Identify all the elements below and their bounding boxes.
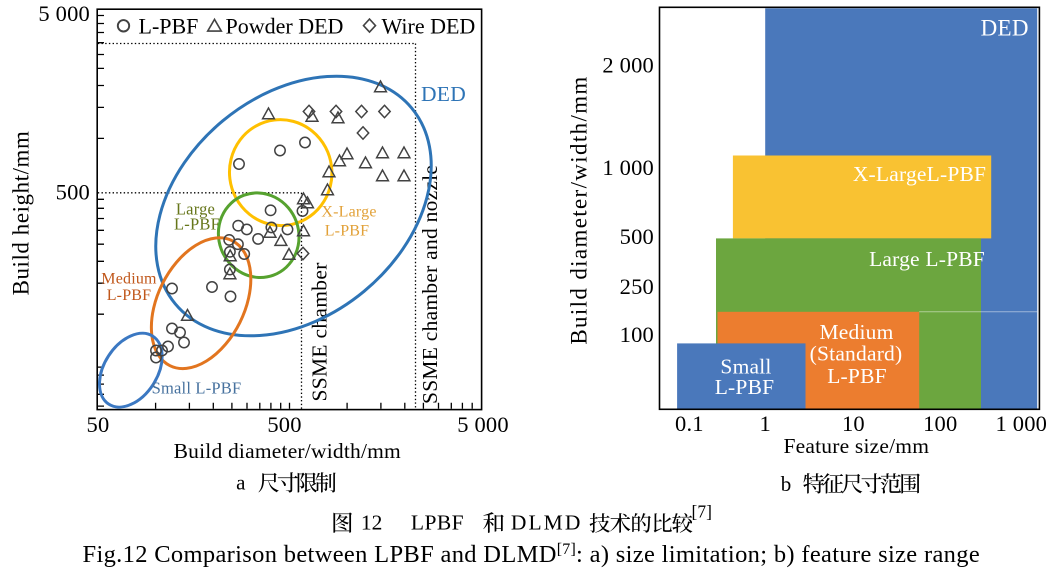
- svg-text:1 000: 1 000: [602, 155, 654, 180]
- svg-text:Small: Small: [720, 355, 771, 379]
- svg-text:Build height/mm: Build height/mm: [9, 131, 34, 296]
- svg-text:100: 100: [620, 322, 654, 347]
- svg-text:1 000: 1 000: [995, 411, 1047, 436]
- svg-text:SSME chamber and nozzle: SSME chamber and nozzle: [418, 165, 442, 404]
- svg-text:Build diameter/width/mm: Build diameter/width/mm: [174, 439, 401, 463]
- svg-text:X-Large: X-Large: [321, 204, 376, 221]
- svg-text:5 000: 5 000: [457, 412, 509, 437]
- svg-text:10: 10: [842, 411, 865, 436]
- svg-text:Feature size/mm: Feature size/mm: [783, 434, 929, 458]
- svg-text:500: 500: [620, 224, 654, 249]
- svg-text:1: 1: [759, 411, 770, 436]
- svg-text:a: a: [236, 471, 246, 495]
- svg-text:2 000: 2 000: [602, 52, 654, 77]
- svg-text:(Standard): (Standard): [810, 342, 903, 366]
- svg-text:Large L-PBF: Large L-PBF: [869, 247, 985, 271]
- svg-text:L-PBF: L-PBF: [827, 364, 887, 388]
- svg-text:500: 500: [56, 180, 90, 205]
- svg-text:L-PBF: L-PBF: [325, 223, 370, 240]
- svg-text:500: 500: [267, 412, 301, 437]
- svg-text:Medium: Medium: [101, 271, 157, 288]
- svg-text:L-PBF: L-PBF: [107, 287, 152, 304]
- svg-text:50: 50: [87, 412, 110, 437]
- svg-text:SSME chamber: SSME chamber: [308, 262, 332, 401]
- svg-text:LPBF: LPBF: [411, 511, 464, 535]
- svg-text:Medium: Medium: [819, 320, 893, 344]
- svg-text:DED: DED: [421, 82, 466, 106]
- svg-text:5 000: 5 000: [38, 1, 90, 26]
- svg-text:X-LargeL-PBF: X-LargeL-PBF: [853, 162, 986, 186]
- svg-text:12: 12: [361, 511, 383, 535]
- svg-text:0.1: 0.1: [675, 411, 704, 436]
- svg-text:DLMD: DLMD: [511, 511, 583, 535]
- svg-text:L-PBF: L-PBF: [715, 375, 775, 399]
- svg-text:100: 100: [923, 411, 957, 436]
- svg-text:b: b: [781, 472, 792, 496]
- svg-text:L-PBF: L-PBF: [139, 13, 199, 38]
- svg-text:[7]: [7]: [692, 502, 712, 522]
- svg-text:Large: Large: [176, 200, 215, 219]
- svg-text:250: 250: [620, 274, 654, 299]
- svg-text:Small L-PBF: Small L-PBF: [152, 379, 242, 398]
- svg-text:Powder DED: Powder DED: [226, 13, 344, 38]
- svg-text:Wire DED: Wire DED: [382, 13, 476, 38]
- svg-text:Fig.12 Comparison between LPBF: Fig.12 Comparison between LPBF and DLMD[…: [83, 541, 981, 568]
- svg-text:DED: DED: [981, 16, 1029, 41]
- svg-text:Build diameter/width/mm: Build diameter/width/mm: [567, 75, 592, 344]
- svg-text:L-PBF: L-PBF: [174, 215, 220, 234]
